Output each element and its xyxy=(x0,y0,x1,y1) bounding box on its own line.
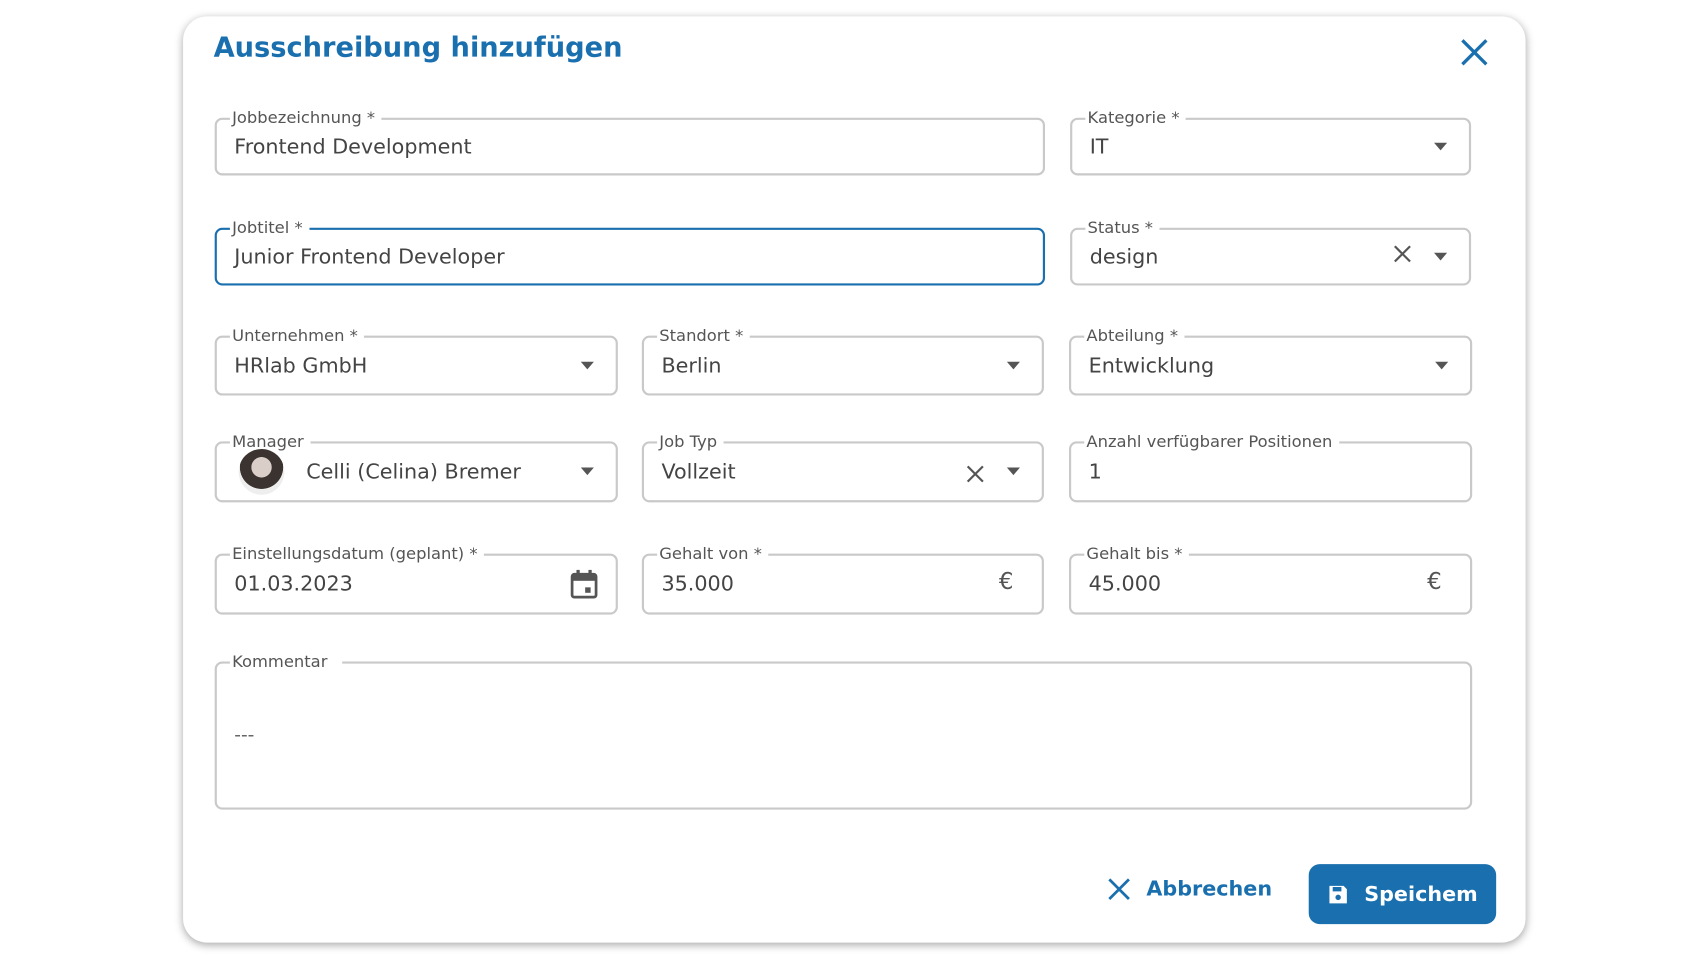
field-value: 01.03.2023 xyxy=(234,572,353,597)
abteilung-select[interactable]: Abteilung * Entwicklung xyxy=(1068,324,1473,396)
close-icon[interactable] xyxy=(1458,36,1491,69)
avatar xyxy=(238,448,285,495)
field-value: Entwicklung xyxy=(1088,353,1215,378)
dialog-title: Ausschreibung hinzufügen xyxy=(213,31,623,64)
field-label: Einstellungsdatum (geplant) * xyxy=(229,542,485,565)
positionen-input[interactable]: Anzahl verfügbarer Positionen 1 xyxy=(1068,430,1473,503)
field-label: Gehalt von * xyxy=(657,542,769,565)
field-label: Kategorie * xyxy=(1085,106,1187,129)
field-label: Job Typ xyxy=(657,430,724,453)
jobbezeichnung-input[interactable]: Jobbezeichnung * Frontend Development xyxy=(214,106,1046,176)
jobtitel-input[interactable]: Jobtitel * Junior Frontend Developer xyxy=(214,216,1046,286)
chevron-down-icon[interactable] xyxy=(1435,361,1449,369)
einstellungsdatum-input[interactable]: Einstellungsdatum (geplant) * 01.03.2023 xyxy=(214,542,618,615)
field-label: Status * xyxy=(1085,216,1160,239)
field-value: Frontend Development xyxy=(234,134,472,159)
field-label: Abteilung * xyxy=(1084,324,1185,347)
save-button[interactable]: Speichem xyxy=(1308,864,1497,925)
euro-icon: € xyxy=(1427,568,1442,595)
cancel-label: Abbrechen xyxy=(1146,877,1273,902)
cancel-button[interactable]: Abbrechen xyxy=(1107,877,1272,901)
field-value: Junior Frontend Developer xyxy=(234,244,505,269)
gehalt-bis-input[interactable]: Gehalt bis * 45.000 € xyxy=(1068,542,1473,615)
field-label: Unternehmen * xyxy=(229,324,365,347)
field-label: Standort * xyxy=(657,324,750,347)
close-icon xyxy=(1108,878,1130,900)
unternehmen-select[interactable]: Unternehmen * HRlab GmbH xyxy=(214,324,618,396)
chevron-down-icon[interactable] xyxy=(1006,361,1020,369)
kategorie-select[interactable]: Kategorie * IT xyxy=(1070,106,1472,176)
field-value: 45.000 xyxy=(1088,572,1162,597)
field-value: Vollzeit xyxy=(661,459,736,484)
chevron-down-icon[interactable] xyxy=(580,467,594,476)
field-label: Anzahl verfügbarer Positionen xyxy=(1084,430,1339,453)
field-value: 1 xyxy=(1088,459,1102,484)
job-typ-select[interactable]: Job Typ Vollzeit xyxy=(641,430,1044,503)
kommentar-textarea[interactable]: Kommentar --- xyxy=(214,650,1473,810)
field-value: 35.000 xyxy=(661,572,734,597)
field-label: Gehalt bis * xyxy=(1084,542,1190,565)
calendar-icon[interactable] xyxy=(570,569,598,600)
field-value: HRlab GmbH xyxy=(234,353,368,378)
manager-select[interactable]: Manager Celli (Celina) Bremer xyxy=(214,430,618,503)
gehalt-von-input[interactable]: Gehalt von * 35.000 € xyxy=(641,542,1044,615)
field-label: Kommentar xyxy=(229,650,343,673)
field-label: Manager xyxy=(229,430,311,453)
field-value: Berlin xyxy=(661,353,722,378)
status-select[interactable]: Status * design xyxy=(1070,216,1472,286)
chevron-down-icon[interactable] xyxy=(1434,252,1448,260)
euro-icon: € xyxy=(998,568,1014,595)
field-value: design xyxy=(1089,244,1159,269)
chevron-down-icon[interactable] xyxy=(1434,142,1448,150)
clear-icon[interactable] xyxy=(1393,244,1413,264)
add-job-posting-dialog: Ausschreibung hinzufügen Jobbezeichnung … xyxy=(183,16,1526,943)
field-value: Celli (Celina) Bremer xyxy=(306,459,521,484)
clear-icon[interactable] xyxy=(965,464,985,484)
field-label: Jobbezeichnung * xyxy=(229,106,382,129)
standort-select[interactable]: Standort * Berlin xyxy=(641,324,1044,396)
field-label: Jobtitel * xyxy=(229,216,310,239)
chevron-down-icon[interactable] xyxy=(1006,467,1020,476)
field-value: --- xyxy=(234,724,255,747)
save-label: Speichem xyxy=(1364,882,1478,907)
chevron-down-icon[interactable] xyxy=(580,361,594,369)
save-icon xyxy=(1329,885,1347,903)
field-value: IT xyxy=(1089,134,1109,159)
